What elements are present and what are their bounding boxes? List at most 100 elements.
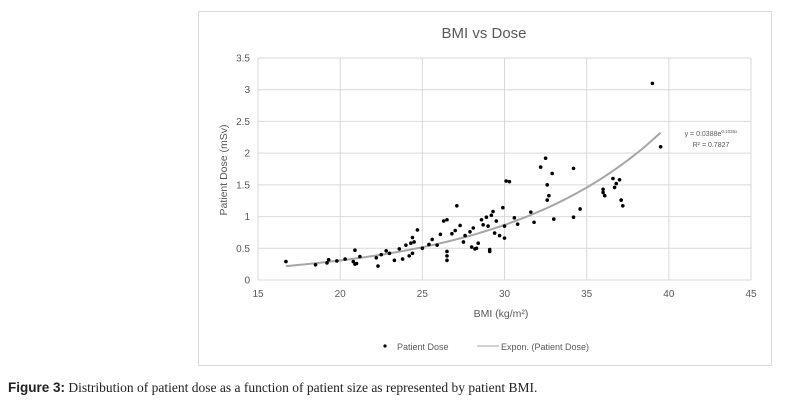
svg-text:y = 0.0388e0.1036x: y = 0.0388e0.1036x bbox=[685, 129, 739, 138]
exponential-trendline bbox=[285, 131, 662, 268]
data-point bbox=[410, 235, 415, 240]
data-point bbox=[410, 251, 415, 256]
x-axis-label: BMI (kg/m²) bbox=[474, 308, 529, 320]
data-point bbox=[497, 233, 502, 238]
data-point bbox=[489, 213, 494, 218]
legend-label-patient-dose: Patient Dose bbox=[397, 342, 449, 352]
x-tick-label: 45 bbox=[745, 289, 757, 300]
data-point bbox=[481, 223, 485, 227]
data-point bbox=[552, 217, 556, 221]
y-tick-label: 2 bbox=[244, 149, 250, 160]
data-point bbox=[492, 231, 497, 235]
y-tick-label: 2.5 bbox=[236, 117, 250, 128]
x-tick-label: 40 bbox=[663, 289, 675, 300]
data-point bbox=[528, 210, 533, 214]
data-point bbox=[650, 81, 655, 86]
scatter-chart: 0 0.5 1 1.5 2 2.5 3 3.5 15 20 25 30 35 40 45 BMI vs Do… bbox=[218, 25, 757, 352]
figure-caption: Figure 3: Distribution of patient dose a… bbox=[8, 380, 537, 396]
data-point bbox=[455, 203, 459, 208]
data-point bbox=[358, 254, 362, 259]
data-point bbox=[515, 222, 520, 226]
data-point bbox=[617, 177, 622, 182]
data-point bbox=[376, 264, 380, 268]
data-point bbox=[445, 249, 449, 254]
figure-caption-text: Distribution of patient dose as a functi… bbox=[65, 380, 538, 395]
data-point bbox=[550, 171, 554, 176]
data-point bbox=[374, 256, 379, 260]
data-point bbox=[602, 193, 607, 198]
data-point bbox=[441, 219, 446, 223]
y-tick-label: 1 bbox=[244, 212, 250, 223]
data-point bbox=[469, 245, 474, 249]
data-point bbox=[502, 224, 507, 228]
data-point bbox=[453, 228, 457, 233]
data-point bbox=[612, 185, 617, 190]
equation-text: y = 0.0388e bbox=[685, 131, 722, 138]
data-point bbox=[538, 165, 543, 169]
y-tick-label: 0.5 bbox=[236, 244, 250, 255]
y-tick-label: 0 bbox=[244, 276, 250, 287]
data-point bbox=[335, 259, 339, 263]
data-point bbox=[658, 145, 663, 149]
data-point bbox=[325, 261, 329, 265]
data-point bbox=[409, 241, 413, 246]
data-point bbox=[486, 224, 490, 228]
data-point bbox=[458, 223, 462, 228]
r-squared-label: R² = 0.7827 bbox=[693, 142, 730, 149]
data-point bbox=[387, 251, 392, 256]
trendline-layer bbox=[285, 131, 662, 268]
data-point bbox=[547, 193, 551, 198]
axis-ticks: 0 0.5 1 1.5 2 2.5 3 3.5 15 20 25 30 35 40 45 bbox=[236, 54, 757, 301]
data-point bbox=[404, 243, 408, 247]
data-point bbox=[353, 248, 357, 252]
y-tick-label: 3.5 bbox=[236, 54, 250, 65]
data-point bbox=[420, 246, 425, 251]
data-point bbox=[621, 203, 625, 208]
data-point bbox=[445, 254, 449, 258]
data-point bbox=[545, 198, 550, 202]
data-point bbox=[407, 254, 411, 258]
gridlines bbox=[257, 57, 752, 281]
figure-label: Figure 3: bbox=[8, 380, 66, 395]
legend: Patient Dose Expon. (Patient Dose) bbox=[383, 342, 589, 352]
data-point bbox=[313, 262, 318, 267]
data-point bbox=[392, 258, 397, 263]
data-point bbox=[601, 187, 605, 192]
data-point bbox=[504, 179, 508, 183]
data-point bbox=[476, 241, 481, 246]
data-point bbox=[445, 258, 449, 263]
x-tick-label: 25 bbox=[417, 289, 429, 300]
data-point bbox=[611, 176, 615, 181]
data-point bbox=[326, 257, 331, 262]
y-tick-label: 3 bbox=[244, 85, 250, 96]
x-tick-label: 35 bbox=[581, 289, 593, 300]
data-point bbox=[397, 247, 402, 251]
data-point bbox=[494, 219, 499, 223]
data-point bbox=[491, 209, 495, 214]
data-point bbox=[471, 226, 476, 230]
data-point bbox=[543, 156, 548, 161]
data-point bbox=[484, 215, 489, 220]
x-tick-label: 20 bbox=[335, 289, 347, 300]
data-point bbox=[415, 228, 420, 232]
data-point bbox=[435, 243, 439, 247]
data-points bbox=[284, 81, 663, 268]
data-point bbox=[545, 183, 550, 187]
data-point bbox=[614, 181, 619, 186]
data-point bbox=[571, 215, 576, 220]
data-point bbox=[461, 240, 466, 244]
data-point bbox=[427, 242, 431, 247]
data-point bbox=[343, 257, 347, 261]
data-point bbox=[501, 205, 505, 210]
data-point bbox=[512, 216, 517, 220]
data-point bbox=[450, 231, 454, 236]
data-point bbox=[379, 252, 384, 257]
data-point bbox=[430, 237, 434, 242]
data-point bbox=[384, 249, 388, 253]
data-point bbox=[400, 257, 405, 261]
data-point bbox=[479, 217, 484, 222]
data-point bbox=[578, 207, 582, 211]
chart-title: BMI vs Dose bbox=[441, 25, 526, 42]
data-point bbox=[474, 246, 479, 251]
data-point bbox=[412, 240, 416, 244]
